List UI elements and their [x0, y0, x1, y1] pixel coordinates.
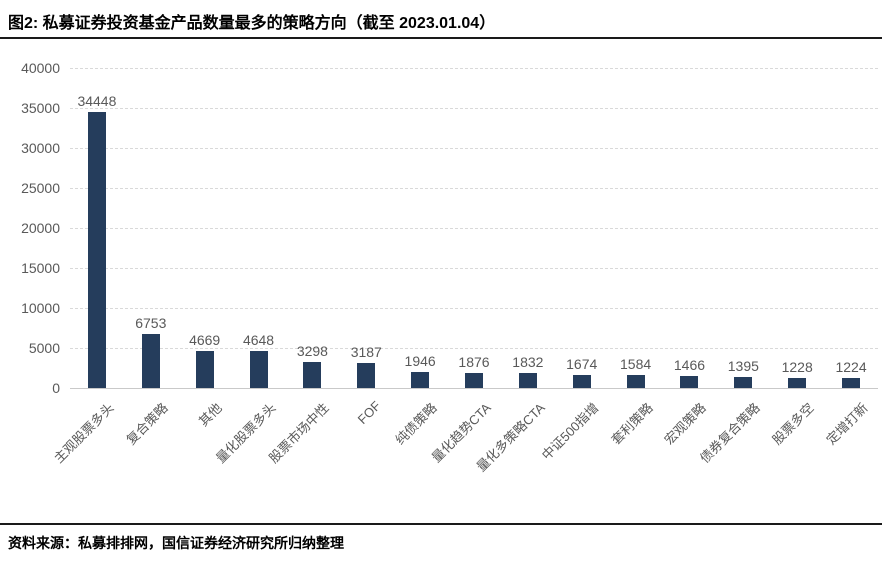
bar-3	[249, 350, 268, 388]
y-axis-tick-label: 20000	[21, 220, 60, 236]
bar-11	[680, 376, 699, 388]
gridline	[70, 268, 878, 269]
bar-value-label: 1584	[620, 356, 652, 373]
gridline	[70, 108, 878, 109]
bar-1	[141, 333, 160, 388]
bar-14	[842, 378, 861, 388]
y-axis-tick-label: 25000	[21, 180, 60, 196]
x-axis-category-label: 股票多空	[769, 400, 817, 448]
bar-value-label: 1228	[781, 359, 813, 376]
y-axis-tick-label: 35000	[21, 100, 60, 116]
gridline	[70, 188, 878, 189]
gridline	[70, 348, 878, 349]
bar-value-label: 3298	[296, 342, 328, 359]
footer-divider-line	[0, 523, 882, 525]
x-axis-category-label: 套利策略	[607, 400, 656, 448]
title-divider-line	[0, 37, 882, 39]
x-axis-category-label: 复合策略	[123, 400, 171, 448]
bar-10	[626, 375, 645, 388]
bar-12	[734, 376, 753, 388]
y-axis-tick-label: 10000	[21, 300, 60, 316]
y-axis-tick-label: 40000	[21, 60, 60, 76]
bar-value-label: 1466	[673, 357, 706, 374]
source-note: 资料来源：私募排排网，国信证券经济研究所归纳整理	[8, 535, 344, 551]
x-axis-category-label: 宏观策略	[661, 400, 710, 448]
bar-value-label: 4648	[242, 331, 275, 348]
y-axis-tick-label: 15000	[21, 260, 60, 276]
bar-value-label: 34448	[77, 93, 117, 110]
plot-area	[70, 68, 878, 389]
bar-value-label: 1395	[727, 357, 759, 374]
x-axis-category-label: 定增打新	[823, 400, 871, 448]
bar-4	[303, 361, 322, 388]
x-axis-category-label: 纯债策略	[392, 400, 440, 448]
bar-2	[195, 350, 214, 388]
y-axis-tick-label: 0	[52, 380, 60, 396]
gridline	[70, 68, 878, 69]
x-axis-category-label: 其他	[195, 400, 225, 430]
bar-value-label: 6753	[135, 314, 167, 331]
bar-8	[518, 373, 537, 388]
bar-0	[87, 112, 106, 388]
gridline	[70, 148, 878, 149]
bar-value-label: 1224	[835, 359, 867, 376]
bar-value-label: 1876	[458, 353, 490, 370]
bar-7	[465, 372, 483, 388]
bar-6	[411, 372, 430, 388]
gridline	[70, 308, 878, 309]
x-axis-category-label: FOF	[354, 398, 384, 427]
bar-value-label: 1946	[404, 353, 436, 370]
bar-value-label: 1832	[512, 354, 544, 371]
bar-value-label: 3187	[350, 343, 382, 360]
bar-13	[788, 378, 807, 388]
x-axis-category-label: 中证500指增	[538, 400, 602, 463]
bar-value-label: 1674	[566, 355, 598, 372]
gridline	[70, 228, 878, 229]
bar-chart: 0 5000 10000 15000 20000 25000 30000 35000 40000…	[0, 55, 882, 515]
bar-9	[572, 374, 591, 388]
y-axis-tick-label: 5000	[28, 340, 60, 356]
figure-title: 图2: 私募证券投资基金产品数量最多的策略方向（截至 2023.01.04）	[8, 15, 496, 32]
y-axis-tick-label: 30000	[21, 140, 60, 156]
x-axis-category-label: 主观股票多头	[50, 400, 117, 466]
bar-5	[357, 362, 376, 388]
bar-value-label: 4669	[189, 331, 221, 348]
